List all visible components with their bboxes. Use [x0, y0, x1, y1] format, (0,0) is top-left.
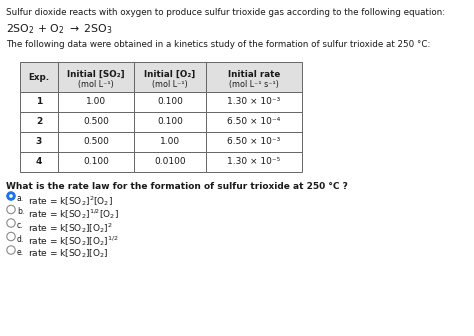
Text: 1.30 × 10⁻⁵: 1.30 × 10⁻⁵ [228, 158, 281, 167]
Text: Sulfur dioxide reacts with oxygen to produce sulfur trioxide gas according to th: Sulfur dioxide reacts with oxygen to pro… [6, 8, 445, 17]
Text: 3: 3 [36, 137, 42, 146]
Bar [58, 132, 134, 152]
Text: 6.50 × 10⁻⁴: 6.50 × 10⁻⁴ [228, 118, 281, 126]
Text: 0.500: 0.500 [83, 118, 109, 126]
Text: 4: 4 [36, 158, 42, 167]
Bar [206, 112, 302, 132]
Text: rate = k[SO$_2$][O$_2$]$^2$: rate = k[SO$_2$][O$_2$]$^2$ [28, 221, 113, 235]
Bar [134, 92, 206, 112]
Text: 1.00: 1.00 [86, 97, 106, 107]
Text: 1.30 × 10⁻³: 1.30 × 10⁻³ [228, 97, 281, 107]
Bar [206, 62, 302, 92]
Text: 1.00: 1.00 [160, 137, 180, 146]
Text: rate = k[SO$_2$][O$_2$]: rate = k[SO$_2$][O$_2$] [28, 248, 109, 260]
Bar [20, 92, 58, 112]
Bar [58, 112, 134, 132]
Bar [20, 62, 58, 92]
Text: rate = k[SO$_2$]$^2$[O$_2$]: rate = k[SO$_2$]$^2$[O$_2$] [28, 194, 113, 208]
Circle shape [7, 192, 15, 200]
Text: a.: a. [17, 194, 24, 203]
Circle shape [7, 246, 15, 254]
Circle shape [7, 219, 15, 227]
Bar [134, 132, 206, 152]
Text: rate = k[SO$_2$]$^{1/2}$[O$_2$]: rate = k[SO$_2$]$^{1/2}$[O$_2$] [28, 208, 119, 221]
Circle shape [7, 205, 15, 214]
Text: (mol L⁻¹): (mol L⁻¹) [152, 80, 188, 89]
Bar [58, 152, 134, 172]
Text: 1: 1 [36, 97, 42, 107]
Text: 6.50 × 10⁻³: 6.50 × 10⁻³ [228, 137, 281, 146]
Text: rate = k[SO$_2$][O$_2$]$^{1/2}$: rate = k[SO$_2$][O$_2$]$^{1/2}$ [28, 235, 118, 248]
Bar [20, 152, 58, 172]
Text: 0.100: 0.100 [83, 158, 109, 167]
Bar [20, 132, 58, 152]
Circle shape [9, 194, 13, 198]
Text: Initial rate: Initial rate [228, 70, 280, 79]
Bar [58, 92, 134, 112]
Text: 0.100: 0.100 [157, 97, 183, 107]
Bar [134, 112, 206, 132]
Text: d.: d. [17, 235, 24, 244]
Bar [206, 92, 302, 112]
Bar [206, 132, 302, 152]
Bar [134, 62, 206, 92]
Text: 2: 2 [36, 118, 42, 126]
Text: 0.0100: 0.0100 [154, 158, 186, 167]
Text: e.: e. [17, 248, 24, 257]
Text: 2SO$_2$ + O$_2$ $\rightarrow$ 2SO$_3$: 2SO$_2$ + O$_2$ $\rightarrow$ 2SO$_3$ [6, 22, 112, 36]
Text: Initial [O₂]: Initial [O₂] [145, 70, 196, 79]
Bar [206, 152, 302, 172]
Text: The following data were obtained in a kinetics study of the formation of sulfur : The following data were obtained in a ki… [6, 40, 430, 49]
Text: What is the rate law for the formation of sulfur trioxide at 250 °C ?: What is the rate law for the formation o… [6, 182, 348, 191]
Circle shape [7, 232, 15, 241]
Text: b.: b. [17, 208, 24, 216]
Bar [20, 112, 58, 132]
Bar [134, 152, 206, 172]
Bar [58, 62, 134, 92]
Text: Exp.: Exp. [28, 73, 50, 82]
Text: 0.100: 0.100 [157, 118, 183, 126]
Text: Initial [SO₂]: Initial [SO₂] [67, 70, 125, 79]
Text: c.: c. [17, 221, 24, 230]
Text: (mol L⁻¹): (mol L⁻¹) [78, 80, 114, 89]
Text: 0.500: 0.500 [83, 137, 109, 146]
Text: (mol L⁻¹ s⁻¹): (mol L⁻¹ s⁻¹) [229, 80, 279, 89]
